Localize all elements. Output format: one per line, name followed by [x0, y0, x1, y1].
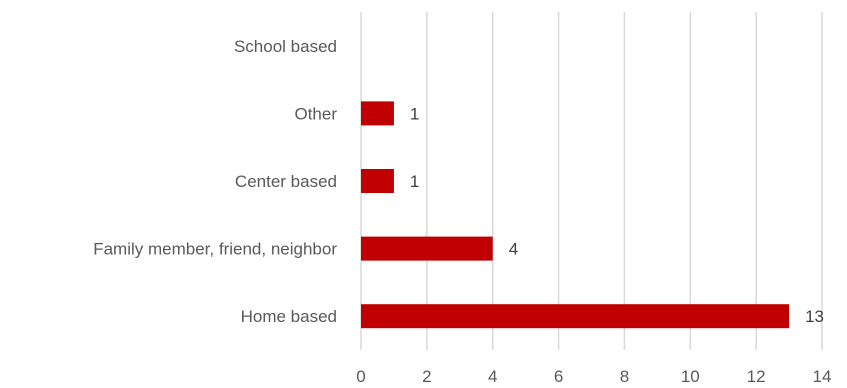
- bars: [361, 101, 790, 329]
- x-tick-label: 8: [620, 367, 629, 386]
- x-tick-label: 12: [747, 367, 766, 386]
- data-labels: 1 1 4 13: [410, 104, 824, 326]
- bar: [361, 236, 493, 261]
- data-label: 1: [410, 172, 419, 191]
- category-labels: School based Other Center based Family memb…: [93, 37, 337, 326]
- category-label: Home based: [241, 307, 337, 326]
- x-axis-tick-labels: 0 2 4 6 8 10 12 14: [356, 367, 831, 386]
- data-label: 4: [509, 240, 518, 259]
- category-label: School based: [234, 37, 337, 56]
- category-label: Center based: [235, 172, 337, 191]
- x-tick-label: 4: [488, 367, 497, 386]
- category-label: Family member, friend, neighbor: [93, 240, 337, 259]
- x-tick-label: 2: [422, 367, 431, 386]
- x-tick-label: 6: [554, 367, 563, 386]
- bar: [361, 304, 790, 329]
- bar: [361, 101, 394, 126]
- x-tick-label: 14: [813, 367, 832, 386]
- data-label: 1: [410, 104, 419, 123]
- bar: [361, 169, 394, 193]
- x-tick-label: 0: [356, 367, 365, 386]
- data-label: 13: [805, 307, 824, 326]
- x-tick-label: 10: [681, 367, 700, 386]
- gridlines: [360, 12, 823, 350]
- category-label: Other: [294, 104, 337, 123]
